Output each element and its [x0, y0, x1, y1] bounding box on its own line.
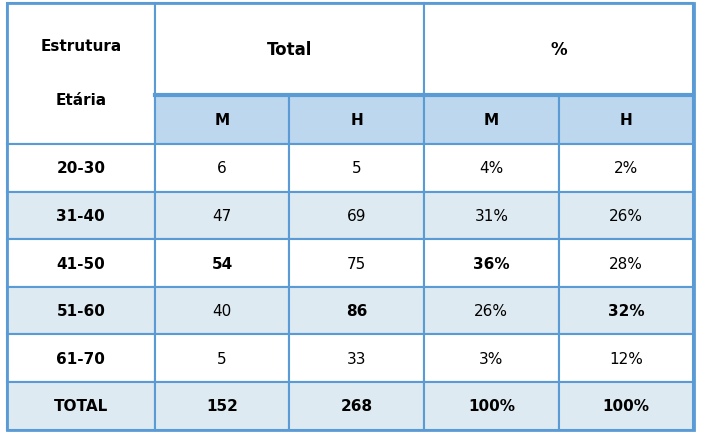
Bar — [155, 145, 290, 192]
Text: 5: 5 — [352, 161, 362, 176]
Text: TOTAL: TOTAL — [54, 398, 108, 414]
Text: H: H — [350, 113, 363, 128]
Bar — [559, 382, 693, 430]
Text: 268: 268 — [341, 398, 373, 414]
Bar — [290, 382, 424, 430]
Text: 3%: 3% — [479, 351, 503, 366]
Text: 26%: 26% — [475, 303, 508, 319]
Text: 33: 33 — [347, 351, 367, 366]
Text: 4%: 4% — [479, 161, 503, 176]
Bar — [559, 240, 693, 287]
Text: 75: 75 — [347, 256, 367, 271]
Text: %: % — [550, 41, 567, 59]
Bar — [155, 240, 290, 287]
Bar — [424, 145, 559, 192]
Bar — [290, 240, 424, 287]
Bar — [155, 335, 290, 382]
Bar — [7, 145, 155, 192]
Text: H: H — [620, 113, 632, 128]
Bar — [155, 192, 290, 240]
Text: 54: 54 — [212, 256, 233, 271]
Text: 152: 152 — [206, 398, 238, 414]
Bar — [7, 382, 155, 430]
Text: 2%: 2% — [614, 161, 638, 176]
Bar — [559, 145, 693, 192]
Text: 100%: 100% — [602, 398, 650, 414]
Text: 100%: 100% — [468, 398, 515, 414]
Bar — [424, 192, 559, 240]
Bar — [424, 335, 559, 382]
Bar — [424, 96, 559, 145]
Bar — [290, 145, 424, 192]
Text: Etária: Etária — [55, 92, 107, 107]
Bar — [424, 382, 559, 430]
Bar — [559, 287, 693, 335]
Bar — [424, 240, 559, 287]
Text: 5: 5 — [217, 351, 227, 366]
Text: 51-60: 51-60 — [56, 303, 105, 319]
Bar — [7, 240, 155, 287]
Text: Estrutura: Estrutura — [40, 39, 121, 54]
Bar — [155, 382, 290, 430]
Bar — [155, 4, 424, 96]
Text: 31-40: 31-40 — [57, 208, 105, 224]
Bar — [7, 4, 155, 145]
Text: 36%: 36% — [473, 256, 510, 271]
Bar — [290, 335, 424, 382]
Bar — [559, 192, 693, 240]
Text: M: M — [484, 113, 499, 128]
Text: 40: 40 — [212, 303, 231, 319]
Text: 26%: 26% — [609, 208, 643, 224]
Bar — [7, 192, 155, 240]
Text: 32%: 32% — [608, 303, 644, 319]
Bar — [155, 287, 290, 335]
Text: 69: 69 — [347, 208, 367, 224]
Text: 86: 86 — [346, 303, 367, 319]
Text: 61-70: 61-70 — [56, 351, 105, 366]
Bar — [290, 287, 424, 335]
Bar — [424, 4, 693, 96]
Text: 6: 6 — [217, 161, 227, 176]
Bar — [424, 287, 559, 335]
Bar — [7, 335, 155, 382]
Text: 12%: 12% — [609, 351, 643, 366]
Text: 41-50: 41-50 — [57, 256, 105, 271]
Bar — [559, 335, 693, 382]
Bar — [559, 96, 693, 145]
Text: Total: Total — [266, 41, 312, 59]
Bar — [7, 287, 155, 335]
Text: 28%: 28% — [609, 256, 643, 271]
Text: M: M — [215, 113, 230, 128]
Bar — [290, 96, 424, 145]
Text: 20-30: 20-30 — [56, 161, 105, 176]
Text: 47: 47 — [212, 208, 231, 224]
Bar — [155, 96, 290, 145]
Text: 31%: 31% — [475, 208, 508, 224]
Bar — [290, 192, 424, 240]
